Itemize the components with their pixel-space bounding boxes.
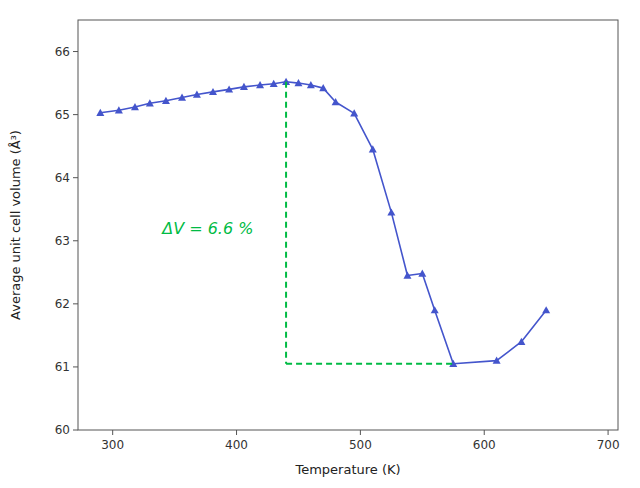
data-point	[307, 81, 315, 88]
data-point	[350, 109, 358, 116]
data-point	[240, 83, 248, 90]
y-tick	[73, 303, 78, 304]
guide-line	[285, 82, 287, 364]
data-point	[225, 85, 233, 92]
data-point	[369, 145, 377, 152]
data-point	[431, 306, 439, 313]
y-tick-label: 65	[55, 108, 70, 122]
data-line	[100, 82, 546, 364]
y-tick	[73, 240, 78, 241]
data-point	[332, 98, 340, 105]
y-tick	[73, 51, 78, 52]
x-tick-label: 700	[597, 438, 620, 452]
plot-frame	[78, 20, 618, 430]
y-tick-label: 63	[55, 234, 70, 248]
data-point	[270, 80, 278, 87]
data-point	[115, 106, 123, 113]
x-tick-label: 500	[349, 438, 372, 452]
data-point	[256, 81, 264, 88]
data-point	[517, 338, 525, 345]
y-tick	[73, 114, 78, 115]
y-tick	[73, 430, 78, 431]
data-point	[418, 270, 426, 277]
x-tick	[608, 430, 609, 435]
data-point	[146, 99, 154, 106]
y-tick-label: 60	[55, 423, 70, 437]
x-tick	[484, 430, 485, 435]
plot-data	[96, 78, 550, 367]
axes: 300 400 500 600 700 60 61 62 63 64 65 66	[55, 45, 620, 452]
data-point	[403, 271, 411, 278]
chart-svg: 300 400 500 600 700 60 61 62 63 64 65 66 Temperature…	[0, 0, 640, 488]
y-tick	[73, 366, 78, 367]
chart-container: 300 400 500 600 700 60 61 62 63 64 65 66 Temperature…	[0, 0, 640, 488]
data-point	[131, 103, 139, 110]
data-point	[542, 306, 550, 313]
x-axis-label: Temperature (K)	[294, 462, 400, 477]
x-tick	[236, 430, 237, 435]
data-point	[162, 97, 170, 104]
annotation: ΔV = 6.6 %	[160, 219, 253, 238]
y-tick-label: 64	[55, 171, 70, 185]
data-point	[319, 84, 327, 91]
x-tick-label: 300	[101, 438, 124, 452]
guide-line	[286, 363, 453, 365]
data-point	[387, 208, 395, 215]
data-point	[96, 109, 104, 116]
data-point	[193, 90, 201, 97]
data-point	[294, 79, 302, 86]
y-tick	[73, 177, 78, 178]
y-tick-label: 62	[55, 297, 70, 311]
data-point	[178, 94, 186, 101]
y-tick-label: 61	[55, 360, 70, 374]
x-tick	[360, 430, 361, 435]
data-point	[209, 88, 217, 95]
y-tick-label: 66	[55, 45, 70, 59]
y-axis-label: Average unit cell volume (Å³)	[8, 130, 23, 320]
x-tick-label: 400	[225, 438, 248, 452]
data-point	[493, 357, 501, 364]
x-tick	[112, 430, 113, 435]
x-tick-label: 600	[473, 438, 496, 452]
